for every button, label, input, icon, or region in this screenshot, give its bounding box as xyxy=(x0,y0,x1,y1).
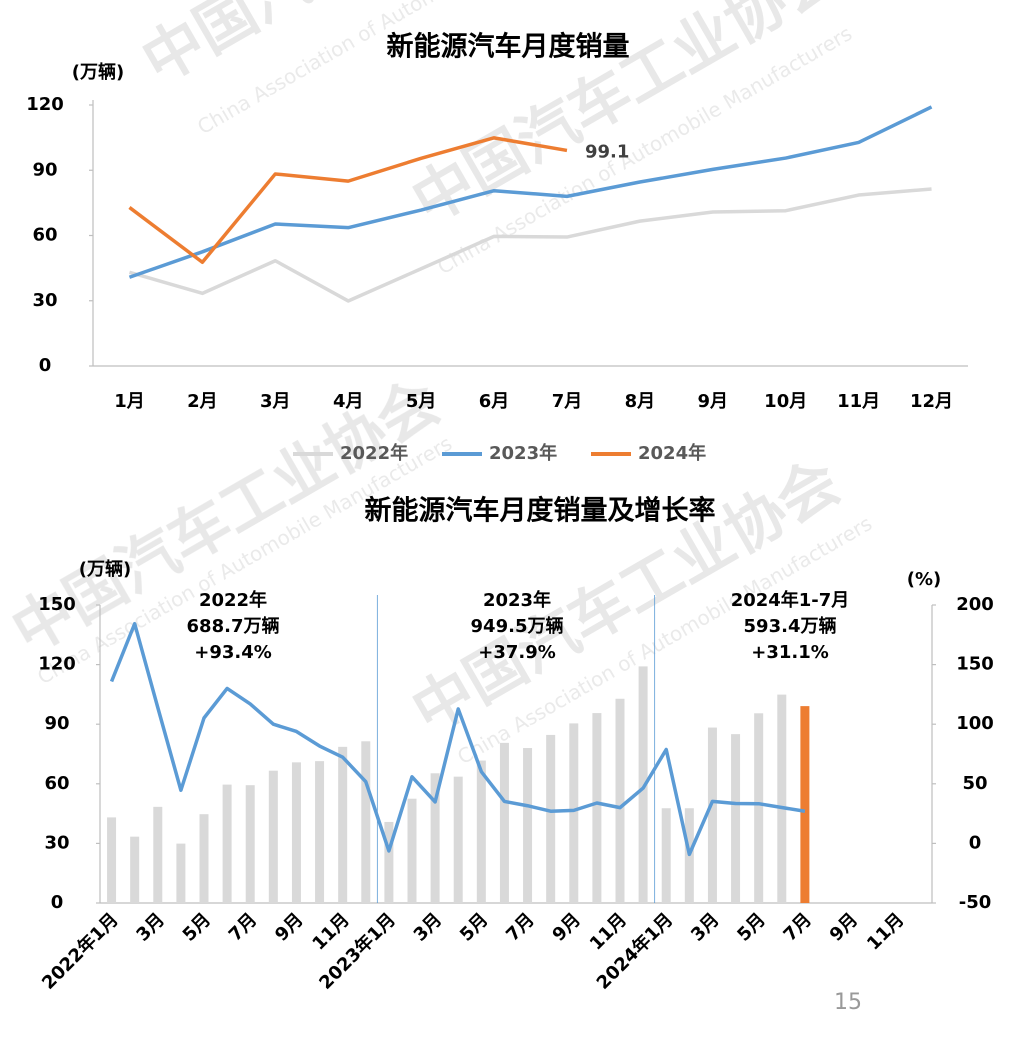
data-label: 99.1 xyxy=(585,141,629,162)
x-tick-label: 9月 xyxy=(548,909,584,945)
legend-label: 2024年 xyxy=(638,442,706,464)
x-tick-label: 1月 xyxy=(114,391,145,412)
bar xyxy=(245,785,255,903)
x-tick-label: 10月 xyxy=(764,391,807,412)
line xyxy=(128,187,932,303)
x-tick-label: 7月 xyxy=(502,909,538,945)
bar xyxy=(407,798,417,903)
y2-tick-label: -50 xyxy=(959,892,992,913)
bar xyxy=(453,776,463,903)
bar xyxy=(731,734,741,903)
x-tick-label: 3月 xyxy=(687,909,723,945)
y-tick-label: 120 xyxy=(26,94,64,115)
bar xyxy=(546,734,556,903)
y2-tick-label: 0 xyxy=(969,832,982,853)
bar xyxy=(107,817,117,903)
y-axis-label: (万辆) xyxy=(79,558,131,580)
x-tick-label: 12月 xyxy=(910,391,953,412)
bar xyxy=(523,748,533,903)
bar xyxy=(615,698,625,903)
y-tick-label: 120 xyxy=(38,654,76,675)
bar xyxy=(777,694,787,903)
bar xyxy=(153,806,163,903)
page-number: 15 xyxy=(834,990,862,1015)
line xyxy=(128,105,933,279)
y2-tick-label: 200 xyxy=(956,594,994,615)
x-tick-label: 11月 xyxy=(863,909,908,954)
y-axis-label: (万辆) xyxy=(72,61,124,83)
x-tick-label: 7月 xyxy=(552,391,583,412)
x-tick-label: 5月 xyxy=(456,909,492,945)
y-tick-label: 0 xyxy=(39,355,52,376)
x-tick-label: 3月 xyxy=(410,909,446,945)
bar xyxy=(661,808,671,903)
annotation: +31.1% xyxy=(751,642,829,663)
y2-tick-label: 50 xyxy=(962,773,987,794)
bar xyxy=(130,836,140,903)
bar xyxy=(268,770,278,903)
bar xyxy=(291,762,301,903)
y-tick-label: 30 xyxy=(44,832,69,853)
legend-label: 2023年 xyxy=(489,442,557,464)
x-tick-label: 5月 xyxy=(733,909,769,945)
x-tick-label: 5月 xyxy=(179,909,215,945)
bar xyxy=(707,727,717,903)
annotation: +93.4% xyxy=(194,642,272,663)
y2-tick-label: 150 xyxy=(956,654,994,675)
bar xyxy=(199,814,209,903)
watermark: 中国汽车工业协会 中国汽车工业协会 China Association of A… xyxy=(1,0,876,769)
x-tick-label: 2月 xyxy=(187,391,218,412)
chart-title: 新能源汽车月度销量 xyxy=(387,31,630,63)
bar xyxy=(476,760,486,903)
line xyxy=(128,136,568,265)
bar xyxy=(592,713,602,903)
bar xyxy=(315,761,325,903)
bar xyxy=(800,706,810,903)
x-tick-label: 6月 xyxy=(479,391,510,412)
bar xyxy=(754,713,764,903)
annotation: 2024年1-7月 xyxy=(731,589,850,611)
x-tick-label: 2022年1月 xyxy=(37,909,122,994)
x-tick-label: 7月 xyxy=(780,909,816,945)
chart-title: 新能源汽车月度销量及增长率 xyxy=(365,495,716,527)
y-tick-label: 30 xyxy=(32,290,57,311)
bar xyxy=(569,723,579,903)
y-tick-label: 0 xyxy=(51,892,64,913)
x-tick-label: 9月 xyxy=(271,909,307,945)
x-tick-label: 4月 xyxy=(333,391,364,412)
annotation: 949.5万辆 xyxy=(471,615,564,637)
bar xyxy=(430,773,440,903)
y-tick-label: 150 xyxy=(38,594,76,615)
bar xyxy=(384,821,394,903)
x-tick-label: 8月 xyxy=(625,391,656,412)
y-tick-label: 60 xyxy=(44,773,69,794)
bar xyxy=(176,843,186,903)
annotation: +37.9% xyxy=(478,642,556,663)
legend-label: 2022年 xyxy=(340,442,408,464)
annotation: 593.4万辆 xyxy=(744,615,837,637)
y-tick-label: 90 xyxy=(32,159,57,180)
annotation: 2022年 xyxy=(199,589,267,611)
x-tick-label: 7月 xyxy=(225,909,261,945)
bar xyxy=(338,746,348,903)
annotation: 2023年 xyxy=(483,589,551,611)
line xyxy=(109,621,806,857)
bar xyxy=(361,741,371,903)
x-tick-label: 5月 xyxy=(406,391,437,412)
x-tick-label: 11月 xyxy=(837,391,880,412)
x-tick-label: 3月 xyxy=(260,391,291,412)
y2-tick-label: 100 xyxy=(956,713,994,734)
bar xyxy=(222,784,232,903)
y-tick-label: 60 xyxy=(32,225,57,246)
bar xyxy=(499,742,509,903)
y-tick-label: 90 xyxy=(44,713,69,734)
annotation: 688.7万辆 xyxy=(187,615,280,637)
x-tick-label: 9月 xyxy=(826,909,862,945)
x-tick-label: 3月 xyxy=(132,909,168,945)
y2-axis-label: (%) xyxy=(907,569,942,590)
x-tick-label: 9月 xyxy=(698,391,729,412)
